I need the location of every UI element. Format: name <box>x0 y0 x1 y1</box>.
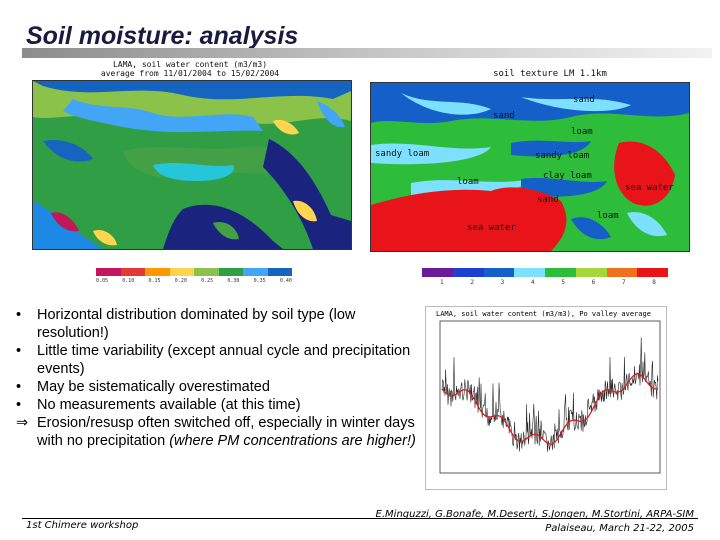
bullet-text: Horizontal distribution dominated by soi… <box>37 307 356 341</box>
colorbar-tick: 2 <box>470 279 474 286</box>
bullet-item: ⇒ Erosion/resusp often switched off, espe… <box>16 414 426 450</box>
implies-mark: ⇒ <box>16 415 29 431</box>
bullet-text: Little time variability (except annual c… <box>37 343 411 377</box>
texture-label: sea water <box>625 183 674 193</box>
colorbar-tick: 0.10 <box>122 278 135 284</box>
bullet-italic-text: (where PM concentrations are higher!) <box>169 433 416 449</box>
left-map-caption: LAMA, soil water content (m3/m3) average… <box>60 60 320 78</box>
colorbar-tick: 0.35 <box>253 278 266 284</box>
right-map-caption: soil texture LM 1.1km <box>493 69 607 79</box>
soil-water-map-graphic <box>33 81 351 249</box>
bullet-text: No measurements available (at this time) <box>37 397 301 413</box>
bullet-item: • Little time variability (except annual … <box>16 342 426 378</box>
texture-label: sand <box>493 111 515 121</box>
right-map-colorbar-ticks: 1 2 3 4 5 6 7 8 <box>440 279 656 286</box>
colorbar-tick: 5 <box>561 279 565 286</box>
texture-label: sandy loam <box>375 149 430 159</box>
soil-texture-map: sand sand loam sandy loam sandy loam cla… <box>370 82 690 252</box>
footer-divider <box>22 518 698 519</box>
bullet-mark: • <box>16 343 22 359</box>
bullet-item: • Horizontal distribution dominated by so… <box>16 306 426 342</box>
timeseries-raw-line <box>441 337 659 452</box>
bullet-mark: • <box>16 379 22 395</box>
footer-event: 1st Chimere workshop <box>26 520 139 531</box>
right-map-colorbar <box>422 268 668 277</box>
timeseries-smooth-line <box>441 373 659 445</box>
colorbar-tick: 0.05 <box>96 278 109 284</box>
texture-label: loam <box>457 177 479 187</box>
texture-label: sandy loam <box>535 151 590 161</box>
footer-venue-date: Palaiseau, March 21-22, 2005 <box>545 523 694 534</box>
colorbar-tick: 0.20 <box>174 278 187 284</box>
texture-label: sea water <box>467 223 516 233</box>
footer-authors: E.Minguzzi, G.Bonafe, M.Deserti, S.Jonge… <box>375 509 694 520</box>
colorbar-tick: 3 <box>500 279 505 286</box>
left-map-caption-line2: average from 11/01/2004 to 15/02/2004 <box>100 69 280 78</box>
bullet-mark: • <box>16 307 22 323</box>
timeseries-title: LAMA, soil water content (m3/m3), Po val… <box>436 310 651 318</box>
bullet-text: May be sistematically overestimated <box>37 379 270 395</box>
colorbar-tick: 0.40 <box>279 278 292 284</box>
timeseries-graphic <box>439 320 661 474</box>
footer-credits: E.Minguzzi, G.Bonafe, M.Deserti, S.Jonge… <box>376 508 694 536</box>
texture-label: clay loam <box>543 171 592 181</box>
bullet-list: • Horizontal distribution dominated by so… <box>16 306 426 450</box>
colorbar-tick: 8 <box>652 279 656 286</box>
bullet-text: Erosion/resusp often switched off, espec… <box>37 415 415 449</box>
bullet-mark: • <box>16 397 22 413</box>
title-underline <box>22 48 712 58</box>
bullet-item: • No measurements available (at this time… <box>16 396 426 414</box>
soil-texture-map-graphic <box>371 83 689 251</box>
colorbar-tick: 7 <box>621 279 626 286</box>
bullet-item: • May be sistematically overestimated <box>16 378 426 396</box>
soil-water-map <box>32 80 352 250</box>
page-title: Soil moisture: analysis <box>26 22 299 50</box>
colorbar-tick: 1 <box>440 279 444 286</box>
texture-label: sand <box>573 95 595 105</box>
timeseries-plot: LAMA, soil water content (m3/m3), Po val… <box>425 306 667 490</box>
texture-label: loam <box>571 127 593 137</box>
left-map-caption-line1: LAMA, soil water content (m3/m3) <box>112 60 268 69</box>
left-map-colorbar-ticks: 0.05 0.10 0.15 0.20 0.25 0.30 0.35 0.40 <box>96 278 292 284</box>
texture-label: loam <box>597 211 619 221</box>
colorbar-tick: 0.15 <box>148 278 161 284</box>
left-map-colorbar <box>96 268 292 276</box>
colorbar-tick: 4 <box>530 279 535 286</box>
colorbar-tick: 6 <box>591 279 596 286</box>
texture-label: sand <box>537 195 559 205</box>
colorbar-tick: 0.30 <box>227 278 240 284</box>
colorbar-tick: 0.25 <box>201 278 214 284</box>
